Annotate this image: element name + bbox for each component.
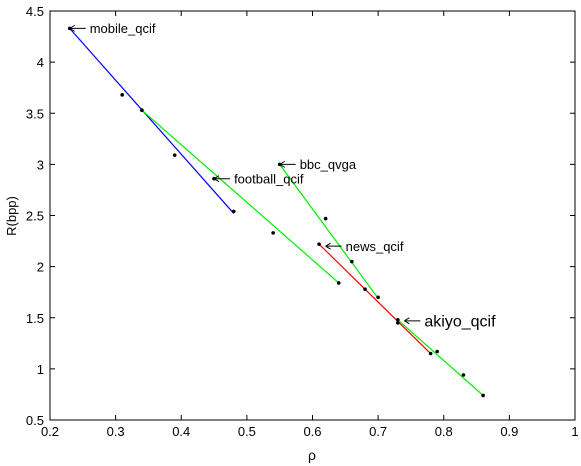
data-point — [317, 242, 321, 246]
y-tick-label: 1 — [37, 362, 44, 377]
data-point — [323, 216, 328, 221]
data-point — [350, 259, 354, 264]
data-point — [271, 231, 275, 235]
x-tick-label: 0.3 — [107, 424, 125, 439]
y-tick-label: 2.5 — [26, 209, 44, 224]
data-point — [435, 349, 439, 354]
annotation-arrow-head — [69, 24, 75, 32]
y-tick-label: 3.5 — [26, 106, 44, 121]
annotation-label: bbc_qvga — [300, 157, 357, 172]
annotation-label: mobile_qcif — [90, 21, 156, 36]
annotation-label: news_qcif — [346, 239, 404, 254]
x-tick-label: 0.2 — [41, 424, 59, 439]
data-point — [231, 209, 236, 214]
series-line-2 — [279, 164, 379, 299]
x-tick-label: 0.6 — [303, 424, 321, 439]
series-lines — [69, 27, 484, 396]
data-point — [363, 287, 367, 291]
y-tick-label: 1.5 — [26, 311, 44, 326]
data-point — [120, 93, 124, 97]
data-point — [376, 295, 380, 300]
data-point — [461, 373, 466, 377]
series-line-3 — [318, 243, 432, 354]
series-line-4 — [397, 319, 484, 396]
annotation-arrow-head — [325, 242, 331, 250]
data-point — [336, 281, 341, 285]
y-axis-label: R(bpp) — [4, 196, 19, 236]
annotation-arrow-head — [279, 160, 285, 168]
plot-area — [49, 10, 576, 421]
data-point — [481, 393, 485, 398]
x-tick-label: 0.7 — [369, 424, 387, 439]
x-axis-ticks: 0.2 0.3 0.4 0.5 0.6 0.7 0.8 0.9 1 — [41, 11, 579, 439]
annotation: mobile_qcif — [69, 21, 156, 36]
annotation-label: akiyo_qcif — [424, 314, 496, 331]
x-tick-label: 0.5 — [238, 424, 256, 439]
data-point — [428, 351, 433, 356]
y-tick-label: 0.5 — [26, 413, 44, 428]
y-tick-label: 4 — [37, 55, 44, 70]
annotation: akiyo_qcif — [404, 314, 496, 331]
annotation: news_qcif — [325, 239, 404, 254]
y-tick-label: 2 — [37, 260, 44, 275]
annotation: football_qcif — [213, 171, 304, 186]
annotation-arrow-head — [213, 175, 220, 183]
annotation-label: football_qcif — [234, 171, 304, 186]
y-axis-ticks: 0.5 1 1.5 2 2.5 3 3.5 4 4.5 — [26, 4, 575, 428]
y-tick-label: 4.5 — [26, 4, 44, 19]
data-point — [396, 317, 400, 322]
data-point — [140, 108, 144, 112]
series-line-0 — [69, 27, 235, 214]
annotation-arrow-head — [404, 317, 410, 325]
x-tick-label: 0.4 — [172, 424, 190, 439]
y-tick-label: 3 — [37, 157, 44, 172]
series-line-1 — [141, 109, 340, 284]
x-tick-label: 0.9 — [500, 424, 518, 439]
annotation: bbc_qvga — [279, 157, 357, 172]
data-point — [172, 153, 177, 157]
x-tick-label: 1 — [571, 424, 578, 439]
data-point — [396, 321, 400, 325]
x-axis-label: ρ — [308, 447, 316, 463]
x-tick-label: 0.8 — [435, 424, 453, 439]
